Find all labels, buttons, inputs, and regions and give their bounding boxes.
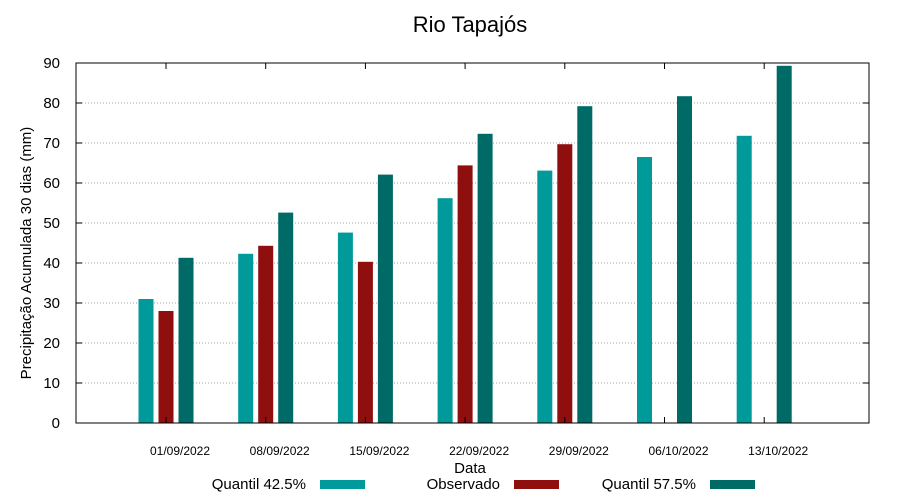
bar-2-2 <box>377 174 393 423</box>
y-tick-label: 30 <box>43 295 60 312</box>
legend-label: Quantil 57.5% <box>602 476 696 493</box>
y-axis-label: Precipitação Acumulada 30 dias (mm) <box>18 127 35 380</box>
y-tick-label: 80 <box>43 95 60 112</box>
x-tick-label: 29/09/2022 <box>549 444 609 458</box>
bar-1-1 <box>258 245 274 423</box>
x-tick-label: 08/09/2022 <box>250 444 310 458</box>
y-tick-label: 0 <box>52 415 60 432</box>
bar-2-6 <box>776 65 792 424</box>
bar-2-5 <box>677 96 692 423</box>
bar-0-1 <box>238 253 254 423</box>
bar-2-1 <box>278 212 294 423</box>
bar-0-5 <box>637 157 652 423</box>
bar-0-2 <box>337 232 353 423</box>
bar-2-4 <box>577 106 593 423</box>
bar-0-4 <box>537 170 553 423</box>
x-tick-label: 22/09/2022 <box>449 444 509 458</box>
x-axis-label: Data <box>454 460 486 477</box>
bar-2-0 <box>178 257 194 423</box>
y-tick-label: 20 <box>43 335 60 352</box>
legend: Quantil 42.5% Observado Quantil 57.5% <box>212 476 755 493</box>
y-ticks: 0 10 20 30 40 50 60 70 80 90 <box>43 55 869 432</box>
y-tick-label: 40 <box>43 255 60 272</box>
legend-swatch <box>320 480 365 489</box>
bar-1-0 <box>158 311 174 423</box>
x-tick-label: 15/09/2022 <box>349 444 409 458</box>
bar-1-4 <box>557 144 573 423</box>
legend-label: Quantil 42.5% <box>212 476 306 493</box>
legend-swatch <box>514 480 559 489</box>
y-tick-label: 60 <box>43 175 60 192</box>
y-tick-label: 90 <box>43 55 60 72</box>
y-tick-label: 10 <box>43 375 60 392</box>
bar-2-3 <box>477 133 493 424</box>
bar-0-6 <box>736 135 752 424</box>
y-tick-label: 50 <box>43 215 60 232</box>
bar-0-3 <box>437 198 453 423</box>
x-tick-label: 06/10/2022 <box>648 444 708 458</box>
x-tick-label: 01/09/2022 <box>150 444 210 458</box>
bar-1-3 <box>457 165 473 423</box>
legend-label: Observado <box>427 476 500 493</box>
bar-0-0 <box>138 299 154 423</box>
bar-1-2 <box>357 261 373 423</box>
x-tick-label: 13/10/2022 <box>748 444 808 458</box>
bars <box>138 65 792 424</box>
plot-frame <box>75 62 870 424</box>
y-tick-label: 70 <box>43 135 60 152</box>
chart-title: Rio Tapajós <box>413 12 528 37</box>
x-ticks: 01/09/2022 08/09/2022 15/09/2022 22/09/2022… <box>150 63 809 458</box>
legend-swatch <box>710 480 755 489</box>
